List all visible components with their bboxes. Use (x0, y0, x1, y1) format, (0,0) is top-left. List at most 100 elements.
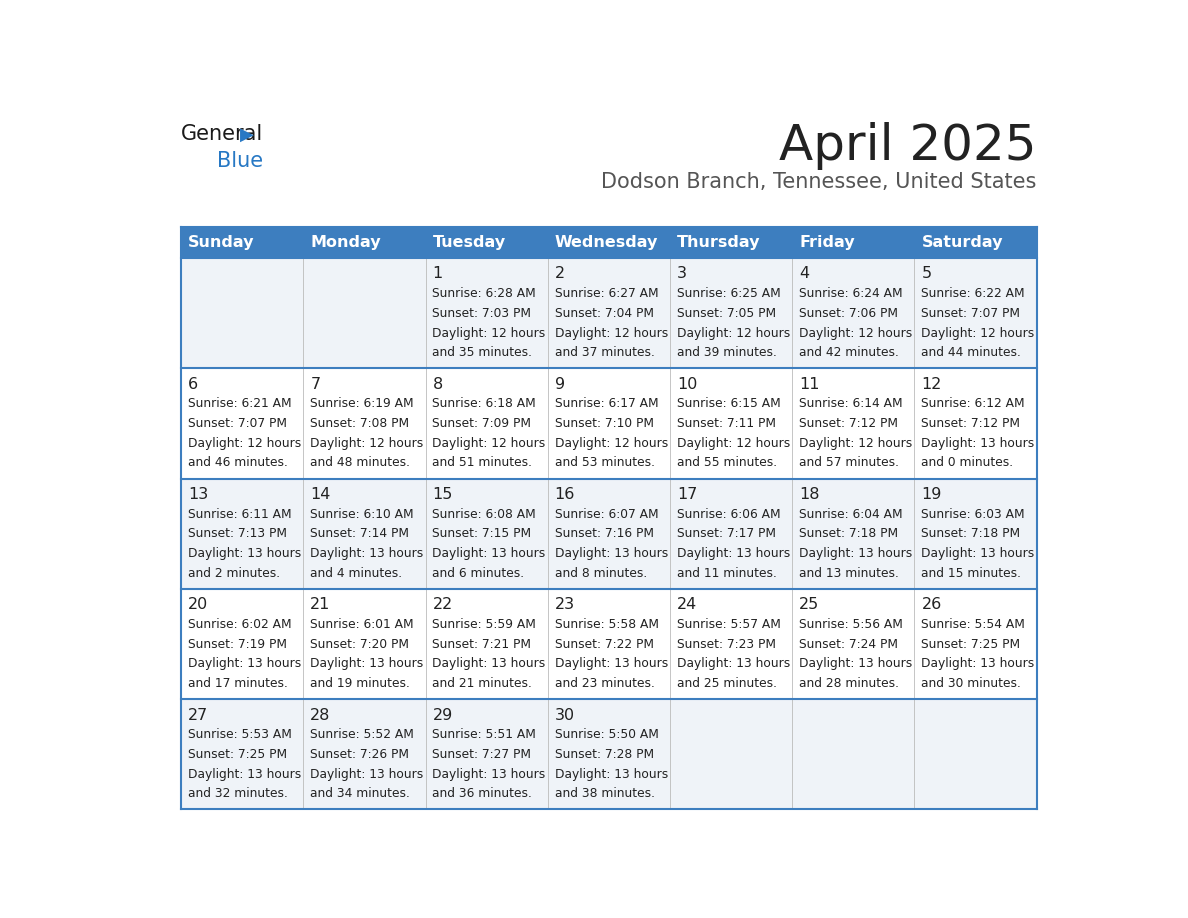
Text: 23: 23 (555, 598, 575, 612)
Text: 3: 3 (677, 266, 687, 282)
Text: Sunset: 7:18 PM: Sunset: 7:18 PM (800, 527, 898, 541)
Text: Sunset: 7:25 PM: Sunset: 7:25 PM (922, 638, 1020, 651)
Text: Daylight: 13 hours: Daylight: 13 hours (800, 657, 912, 670)
Text: 5: 5 (922, 266, 931, 282)
Text: Sunset: 7:11 PM: Sunset: 7:11 PM (677, 417, 776, 431)
Text: 22: 22 (432, 598, 453, 612)
Text: Daylight: 13 hours: Daylight: 13 hours (922, 657, 1035, 670)
Text: Sunrise: 6:17 AM: Sunrise: 6:17 AM (555, 397, 658, 410)
Text: Daylight: 13 hours: Daylight: 13 hours (432, 547, 545, 560)
Text: Sunrise: 6:07 AM: Sunrise: 6:07 AM (555, 508, 658, 521)
Text: and 25 minutes.: and 25 minutes. (677, 677, 777, 690)
Text: Sunset: 7:26 PM: Sunset: 7:26 PM (310, 748, 409, 761)
Text: Blue: Blue (216, 151, 263, 171)
Text: Sunrise: 6:04 AM: Sunrise: 6:04 AM (800, 508, 903, 521)
Text: 29: 29 (432, 708, 453, 722)
Text: 17: 17 (677, 487, 697, 502)
Text: Daylight: 12 hours: Daylight: 12 hours (432, 437, 545, 450)
Text: Sunset: 7:23 PM: Sunset: 7:23 PM (677, 638, 776, 651)
Text: Sunset: 7:16 PM: Sunset: 7:16 PM (555, 527, 653, 541)
Text: General: General (181, 124, 264, 144)
Text: Sunrise: 5:59 AM: Sunrise: 5:59 AM (432, 618, 536, 631)
Text: Daylight: 13 hours: Daylight: 13 hours (310, 767, 423, 780)
Text: Sunset: 7:06 PM: Sunset: 7:06 PM (800, 307, 898, 319)
Text: Sunrise: 6:10 AM: Sunrise: 6:10 AM (310, 508, 413, 521)
Text: Sunrise: 6:01 AM: Sunrise: 6:01 AM (310, 618, 413, 631)
Text: Sunrise: 6:28 AM: Sunrise: 6:28 AM (432, 287, 536, 300)
Text: Daylight: 13 hours: Daylight: 13 hours (922, 547, 1035, 560)
Text: 15: 15 (432, 487, 453, 502)
Text: Daylight: 12 hours: Daylight: 12 hours (677, 327, 790, 340)
Text: Daylight: 12 hours: Daylight: 12 hours (432, 327, 545, 340)
Text: Sunset: 7:03 PM: Sunset: 7:03 PM (432, 307, 531, 319)
Text: and 15 minutes.: and 15 minutes. (922, 566, 1022, 580)
Text: and 30 minutes.: and 30 minutes. (922, 677, 1022, 690)
Text: 6: 6 (188, 376, 198, 392)
Text: and 0 minutes.: and 0 minutes. (922, 456, 1013, 469)
Text: 10: 10 (677, 376, 697, 392)
Text: Sunset: 7:12 PM: Sunset: 7:12 PM (800, 417, 898, 431)
Text: and 23 minutes.: and 23 minutes. (555, 677, 655, 690)
Text: Daylight: 13 hours: Daylight: 13 hours (800, 547, 912, 560)
Text: and 34 minutes.: and 34 minutes. (310, 788, 410, 800)
Text: Sunset: 7:04 PM: Sunset: 7:04 PM (555, 307, 653, 319)
Text: and 39 minutes.: and 39 minutes. (677, 346, 777, 359)
Text: and 44 minutes.: and 44 minutes. (922, 346, 1022, 359)
Text: Sunrise: 5:50 AM: Sunrise: 5:50 AM (555, 728, 658, 741)
Text: 12: 12 (922, 376, 942, 392)
Text: Sunrise: 6:15 AM: Sunrise: 6:15 AM (677, 397, 781, 410)
Text: and 57 minutes.: and 57 minutes. (800, 456, 899, 469)
Text: Sunset: 7:20 PM: Sunset: 7:20 PM (310, 638, 409, 651)
Bar (181, 258, 1037, 368)
Text: Dodson Branch, Tennessee, United States: Dodson Branch, Tennessee, United States (601, 172, 1037, 192)
Text: Daylight: 13 hours: Daylight: 13 hours (677, 657, 790, 670)
Text: Tuesday: Tuesday (432, 235, 506, 250)
Text: Sunset: 7:22 PM: Sunset: 7:22 PM (555, 638, 653, 651)
Text: Sunset: 7:05 PM: Sunset: 7:05 PM (677, 307, 776, 319)
Text: and 17 minutes.: and 17 minutes. (188, 677, 287, 690)
Text: April 2025: April 2025 (779, 122, 1037, 170)
Text: Sunset: 7:08 PM: Sunset: 7:08 PM (310, 417, 410, 431)
Text: 27: 27 (188, 708, 208, 722)
Text: Sunrise: 5:58 AM: Sunrise: 5:58 AM (555, 618, 658, 631)
Text: Thursday: Thursday (677, 235, 760, 250)
Text: Sunrise: 6:03 AM: Sunrise: 6:03 AM (922, 508, 1025, 521)
Text: and 2 minutes.: and 2 minutes. (188, 566, 280, 580)
Text: and 32 minutes.: and 32 minutes. (188, 788, 287, 800)
Text: 24: 24 (677, 598, 697, 612)
Text: Friday: Friday (800, 235, 855, 250)
Text: Sunrise: 5:56 AM: Sunrise: 5:56 AM (800, 618, 903, 631)
Text: and 53 minutes.: and 53 minutes. (555, 456, 655, 469)
Text: 26: 26 (922, 598, 942, 612)
Text: and 13 minutes.: and 13 minutes. (800, 566, 899, 580)
Text: and 28 minutes.: and 28 minutes. (800, 677, 899, 690)
Text: Daylight: 13 hours: Daylight: 13 hours (188, 547, 302, 560)
Text: 19: 19 (922, 487, 942, 502)
Text: Sunrise: 6:11 AM: Sunrise: 6:11 AM (188, 508, 291, 521)
Text: Sunset: 7:12 PM: Sunset: 7:12 PM (922, 417, 1020, 431)
Text: Sunrise: 5:53 AM: Sunrise: 5:53 AM (188, 728, 292, 741)
Text: 25: 25 (800, 598, 820, 612)
Text: Daylight: 13 hours: Daylight: 13 hours (310, 547, 423, 560)
Bar (181, 368, 1037, 478)
Text: ▶: ▶ (240, 126, 254, 143)
Text: Sunrise: 6:24 AM: Sunrise: 6:24 AM (800, 287, 903, 300)
Text: Sunrise: 5:57 AM: Sunrise: 5:57 AM (677, 618, 781, 631)
Text: and 55 minutes.: and 55 minutes. (677, 456, 777, 469)
Text: Sunset: 7:17 PM: Sunset: 7:17 PM (677, 527, 776, 541)
Text: 28: 28 (310, 708, 330, 722)
Text: Daylight: 13 hours: Daylight: 13 hours (310, 657, 423, 670)
Text: 8: 8 (432, 376, 443, 392)
Text: Sunset: 7:15 PM: Sunset: 7:15 PM (432, 527, 531, 541)
Text: Daylight: 13 hours: Daylight: 13 hours (555, 767, 668, 780)
Text: Sunrise: 5:52 AM: Sunrise: 5:52 AM (310, 728, 415, 741)
Text: Sunset: 7:28 PM: Sunset: 7:28 PM (555, 748, 653, 761)
Text: and 4 minutes.: and 4 minutes. (310, 566, 403, 580)
Text: Sunrise: 5:54 AM: Sunrise: 5:54 AM (922, 618, 1025, 631)
Text: Sunset: 7:07 PM: Sunset: 7:07 PM (922, 307, 1020, 319)
Text: Sunrise: 6:18 AM: Sunrise: 6:18 AM (432, 397, 536, 410)
Text: Sunrise: 6:22 AM: Sunrise: 6:22 AM (922, 287, 1025, 300)
Text: Sunrise: 6:19 AM: Sunrise: 6:19 AM (310, 397, 413, 410)
Text: Sunset: 7:19 PM: Sunset: 7:19 PM (188, 638, 287, 651)
Text: Sunrise: 6:25 AM: Sunrise: 6:25 AM (677, 287, 781, 300)
